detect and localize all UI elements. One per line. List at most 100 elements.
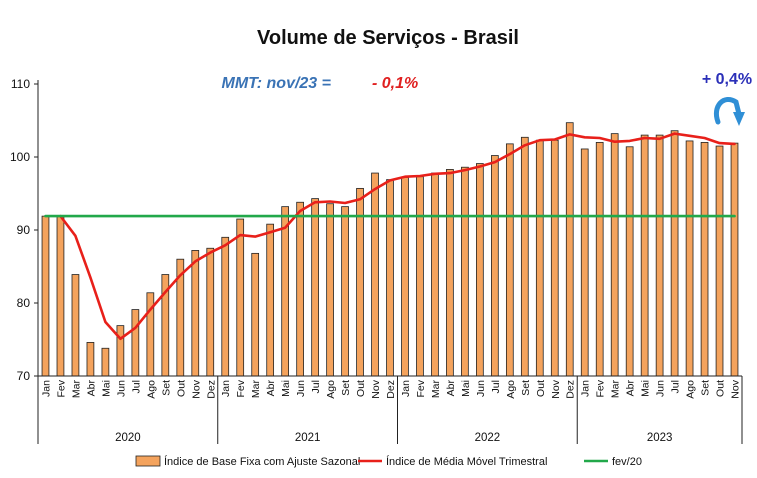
legend-label: Índice de Base Fixa com Ajuste Sazonal — [164, 455, 360, 468]
bar — [101, 347, 110, 377]
x-tick-label: Nov — [190, 379, 202, 398]
bar — [580, 148, 589, 377]
bar — [446, 169, 454, 377]
x-tick-label: Jun — [475, 380, 487, 397]
x-tick-label: Abr — [85, 380, 97, 397]
year-label: 2022 — [475, 432, 501, 444]
legend-label: fev/20 — [612, 456, 642, 468]
bar — [266, 223, 275, 377]
x-tick-label: Abr — [445, 380, 457, 397]
mmt-annotation-label: MMT: nov/23 = — [222, 75, 332, 92]
bar — [416, 176, 424, 377]
bar — [71, 274, 80, 377]
year-label: 2023 — [647, 432, 673, 444]
bar — [491, 155, 499, 377]
bar — [550, 139, 559, 377]
x-tick-label: Out — [355, 380, 367, 397]
bar — [610, 133, 619, 377]
x-tick-label: Jun — [115, 380, 127, 397]
x-tick-label: Mai — [460, 380, 472, 397]
bar — [655, 134, 664, 377]
bar — [461, 166, 469, 377]
x-tick-label: Out — [175, 380, 187, 397]
x-tick-label: Mai — [640, 380, 652, 397]
x-tick-label: Ago — [685, 380, 697, 399]
x-tick-label: Mar — [250, 380, 262, 399]
x-tick-label: Mai — [280, 380, 292, 397]
bar — [685, 140, 694, 377]
bar — [476, 163, 484, 377]
bar — [595, 141, 604, 377]
x-tick-label: Mai — [100, 380, 112, 397]
y-tick-label: 100 — [10, 150, 30, 164]
bar — [191, 250, 200, 377]
variation-callout: + 0,4% — [702, 71, 752, 88]
moving-average-line — [59, 132, 736, 341]
x-tick-label: Jan — [40, 380, 52, 397]
x-tick-label: Abr — [265, 380, 277, 397]
bar — [221, 236, 230, 377]
x-tick-label: Dez — [205, 380, 217, 399]
x-tick-label: Abr — [625, 380, 637, 397]
x-tick-label: Nov — [370, 379, 382, 398]
bar — [505, 143, 514, 377]
x-tick-label: Jul — [490, 380, 502, 393]
bar — [41, 215, 50, 377]
year-label: 2021 — [295, 432, 321, 444]
x-tick-label: Set — [700, 380, 712, 396]
x-tick-label: Fev — [55, 379, 67, 397]
bar — [401, 177, 409, 377]
x-tick-label: Jan — [580, 380, 592, 397]
bar — [236, 218, 245, 377]
x-tick-label: Out — [535, 380, 547, 397]
bar — [535, 139, 544, 377]
bar — [56, 215, 65, 377]
x-tick-label: Jun — [295, 380, 307, 397]
bar — [565, 122, 574, 377]
callout-arrow-icon — [714, 97, 742, 125]
y-tick-label: 70 — [17, 369, 31, 383]
x-tick-label: Jul — [670, 380, 682, 393]
x-tick-label: Set — [340, 380, 352, 396]
bar — [116, 325, 125, 377]
x-tick-label: Mar — [430, 380, 442, 399]
year-label: 2020 — [115, 432, 141, 444]
x-tick-label: Dez — [565, 380, 577, 399]
legend-swatch-bar — [135, 455, 161, 467]
bar — [670, 130, 679, 377]
bar — [311, 198, 319, 377]
x-tick-label: Jan — [400, 380, 412, 397]
bar — [520, 136, 529, 377]
x-tick-label: Mar — [70, 380, 82, 399]
x-tick-label: Mar — [610, 380, 622, 399]
bar — [386, 179, 394, 377]
bar — [326, 203, 334, 377]
bar — [341, 206, 349, 377]
bar — [431, 172, 439, 377]
y-tick-label: 80 — [17, 296, 31, 310]
bar — [625, 146, 634, 377]
bar — [730, 142, 739, 377]
mmt-annotation-value: - 0,1% — [372, 75, 418, 92]
x-tick-label: Fev — [595, 379, 607, 397]
x-tick-label: Jul — [310, 380, 322, 393]
x-tick-label: Jun — [655, 380, 667, 397]
x-tick-label: Fev — [235, 379, 247, 397]
x-tick-label: Nov — [730, 379, 742, 398]
callout-arrowhead-icon — [733, 112, 745, 126]
x-tick-label: Out — [715, 380, 727, 397]
bar — [251, 252, 260, 377]
chart-title: Volume de Serviços - Brasil — [257, 27, 519, 49]
y-tick-label: 90 — [17, 223, 31, 237]
x-tick-label: Ago — [505, 380, 517, 399]
x-tick-label: Nov — [550, 379, 562, 398]
bar — [131, 309, 140, 377]
x-tick-label: Ago — [145, 380, 157, 399]
x-tick-label: Jan — [220, 380, 232, 397]
bar — [371, 172, 379, 377]
bar — [296, 201, 304, 377]
bar — [715, 145, 724, 377]
x-tick-label: Set — [520, 380, 532, 396]
y-tick-label: 110 — [11, 77, 30, 91]
